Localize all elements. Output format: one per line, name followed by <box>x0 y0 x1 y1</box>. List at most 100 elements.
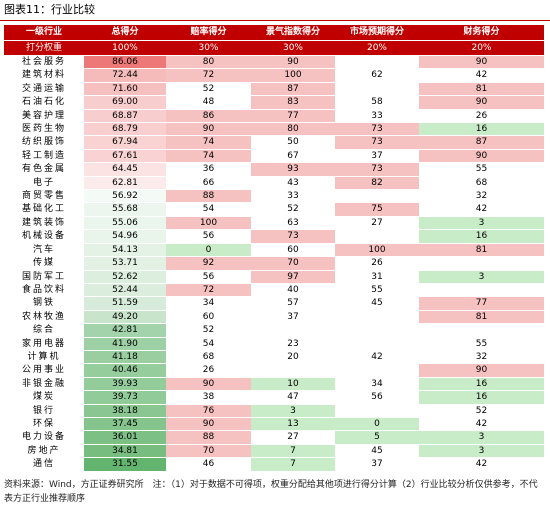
score-cell <box>335 55 419 70</box>
score-cell <box>251 323 335 338</box>
table-row: 环保 37.45 90 13 0 42 <box>4 417 544 432</box>
score-cell: 52 <box>419 404 544 418</box>
score-cell: 36 <box>166 162 251 177</box>
total-score: 49.20 <box>84 310 166 325</box>
score-cell: 76 <box>166 404 251 418</box>
total-score: 72.44 <box>84 68 166 83</box>
industry-name: 汽车 <box>4 243 84 258</box>
total-score: 52.44 <box>84 283 166 298</box>
score-cell <box>419 283 544 298</box>
total-score: 52.62 <box>84 270 166 284</box>
score-cell: 16 <box>419 229 544 244</box>
column-header: 景气指数得分 <box>251 25 335 41</box>
industry-name: 房地产 <box>4 444 84 459</box>
score-cell: 33 <box>335 109 419 124</box>
score-cell: 42 <box>419 202 544 217</box>
score-cell: 88 <box>166 189 251 204</box>
table-row: 纺织服饰 67.94 74 50 73 87 <box>4 135 544 150</box>
industry-name: 建筑材料 <box>4 68 84 83</box>
score-cell: 38 <box>166 390 251 405</box>
score-cell: 97 <box>251 270 335 284</box>
industry-name: 电子 <box>4 176 84 191</box>
score-cell: 20 <box>251 350 335 365</box>
score-cell: 45 <box>335 296 419 311</box>
score-cell: 72 <box>166 283 251 298</box>
total-score: 68.87 <box>84 109 166 124</box>
score-cell: 37 <box>251 310 335 325</box>
industry-name: 商贸零售 <box>4 189 84 204</box>
table-row: 家用电器 41.90 54 23 55 <box>4 337 544 351</box>
total-score: 55.68 <box>84 202 166 217</box>
score-cell: 46 <box>166 457 251 472</box>
score-cell <box>419 256 544 271</box>
score-cell: 74 <box>166 135 251 150</box>
score-cell: 90 <box>251 55 335 70</box>
score-cell: 54 <box>166 202 251 217</box>
table-row: 煤炭 39.73 38 47 56 16 <box>4 390 544 405</box>
table-row: 美容护理 68.87 86 77 33 26 <box>4 109 544 124</box>
score-cell: 87 <box>251 82 335 97</box>
score-cell <box>251 363 335 378</box>
score-cell: 66 <box>166 176 251 191</box>
table-row: 国防军工 52.62 56 97 31 3 <box>4 270 544 284</box>
table-row: 食品饮料 52.44 72 40 55 <box>4 283 544 298</box>
score-cell: 16 <box>419 377 544 392</box>
score-cell: 10 <box>251 377 335 392</box>
table-row: 机械设备 54.96 56 73 16 <box>4 229 544 244</box>
table-row: 电子 62.81 66 43 82 68 <box>4 176 544 191</box>
score-cell: 52 <box>166 323 251 338</box>
title: 图表11：行业比较 <box>0 0 550 21</box>
score-cell: 7 <box>251 457 335 472</box>
score-cell <box>335 363 419 378</box>
industry-table: 一级行业 总得分 赔率得分 景气指数得分 市场预期得分 财务得分 打分权重 100% 30% 30… <box>4 25 544 472</box>
score-cell: 5 <box>335 430 419 445</box>
total-score: 71.60 <box>84 82 166 97</box>
score-cell: 70 <box>251 256 335 271</box>
score-cell: 100 <box>166 216 251 231</box>
score-cell <box>335 404 419 418</box>
score-cell: 77 <box>251 109 335 124</box>
weight-cell: 30% <box>166 40 251 56</box>
total-score: 54.96 <box>84 229 166 244</box>
table-row: 综合 42.81 52 <box>4 323 544 338</box>
industry-name: 美容护理 <box>4 109 84 124</box>
score-cell: 27 <box>335 216 419 231</box>
score-cell: 92 <box>166 256 251 271</box>
score-cell: 3 <box>419 270 544 284</box>
score-cell: 0 <box>335 417 419 432</box>
score-cell: 90 <box>419 55 544 70</box>
score-cell <box>335 82 419 97</box>
table-row: 传媒 53.71 92 70 26 <box>4 256 544 271</box>
score-cell: 74 <box>166 149 251 164</box>
score-cell: 16 <box>419 390 544 405</box>
total-score: 41.90 <box>84 337 166 351</box>
score-cell: 68 <box>166 350 251 365</box>
industry-name: 非银金融 <box>4 377 84 392</box>
score-cell: 80 <box>166 55 251 70</box>
industry-name: 纺织服饰 <box>4 135 84 150</box>
industry-name: 医药生物 <box>4 122 84 137</box>
score-cell <box>335 310 419 325</box>
score-cell: 62 <box>335 68 419 83</box>
table-row: 汽车 54.13 0 60 100 81 <box>4 243 544 258</box>
industry-name: 国防军工 <box>4 270 84 284</box>
score-cell: 81 <box>419 243 544 258</box>
column-header: 总得分 <box>84 25 166 41</box>
score-cell: 68 <box>419 176 544 191</box>
total-score: 67.61 <box>84 149 166 164</box>
score-cell: 60 <box>166 310 251 325</box>
table-row: 社会服务 86.06 80 90 90 <box>4 55 544 70</box>
score-cell: 87 <box>419 135 544 150</box>
score-cell: 3 <box>251 404 335 418</box>
score-cell: 80 <box>251 122 335 137</box>
table-row: 医药生物 68.79 90 80 73 16 <box>4 122 544 137</box>
table-row: 一级行业 总得分 赔率得分 景气指数得分 市场预期得分 财务得分 <box>4 25 544 41</box>
total-score: 36.01 <box>84 430 166 445</box>
industry-name: 轻工制造 <box>4 149 84 164</box>
score-cell: 47 <box>251 390 335 405</box>
score-cell: 26 <box>419 109 544 124</box>
total-score: 64.45 <box>84 162 166 177</box>
score-cell: 73 <box>335 162 419 177</box>
score-cell: 55 <box>419 162 544 177</box>
score-cell: 7 <box>251 444 335 459</box>
